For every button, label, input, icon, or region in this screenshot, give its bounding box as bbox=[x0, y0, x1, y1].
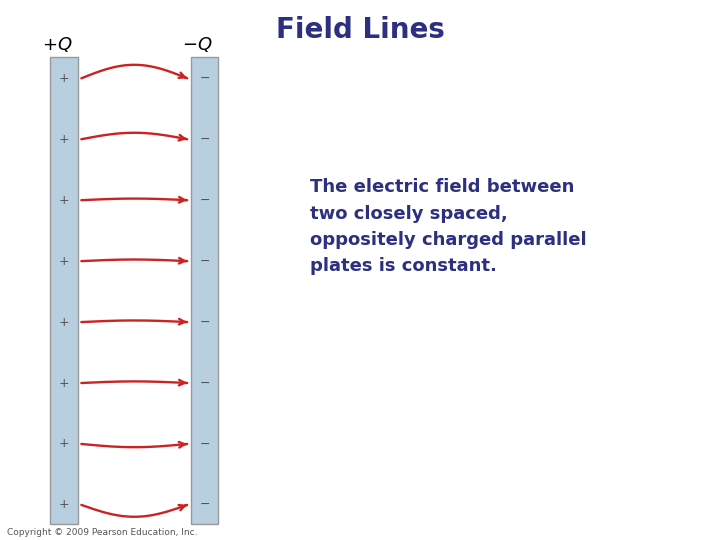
Text: +: + bbox=[59, 133, 69, 146]
Text: +: + bbox=[59, 315, 69, 328]
Text: −: − bbox=[199, 194, 210, 207]
Text: −: − bbox=[199, 255, 210, 268]
Text: −: − bbox=[199, 437, 210, 450]
Text: +: + bbox=[59, 498, 69, 511]
Text: +: + bbox=[59, 72, 69, 85]
Text: −: − bbox=[199, 133, 210, 146]
Bar bbox=[50, 57, 78, 524]
Text: −: − bbox=[199, 315, 210, 328]
Text: The electric field between
two closely spaced,
oppositely charged parallel
plate: The electric field between two closely s… bbox=[310, 178, 586, 275]
Text: Field Lines: Field Lines bbox=[276, 16, 444, 44]
Text: +: + bbox=[59, 255, 69, 268]
Text: Copyright © 2009 Pearson Education, Inc.: Copyright © 2009 Pearson Education, Inc. bbox=[7, 528, 198, 537]
Text: $+Q$: $+Q$ bbox=[42, 35, 72, 54]
Text: −: − bbox=[199, 376, 210, 389]
Text: $-Q$: $-Q$ bbox=[182, 35, 212, 54]
Text: +: + bbox=[59, 437, 69, 450]
Bar bbox=[191, 57, 218, 524]
Text: −: − bbox=[199, 72, 210, 85]
Text: +: + bbox=[59, 376, 69, 389]
Text: +: + bbox=[59, 194, 69, 207]
Text: −: − bbox=[199, 498, 210, 511]
